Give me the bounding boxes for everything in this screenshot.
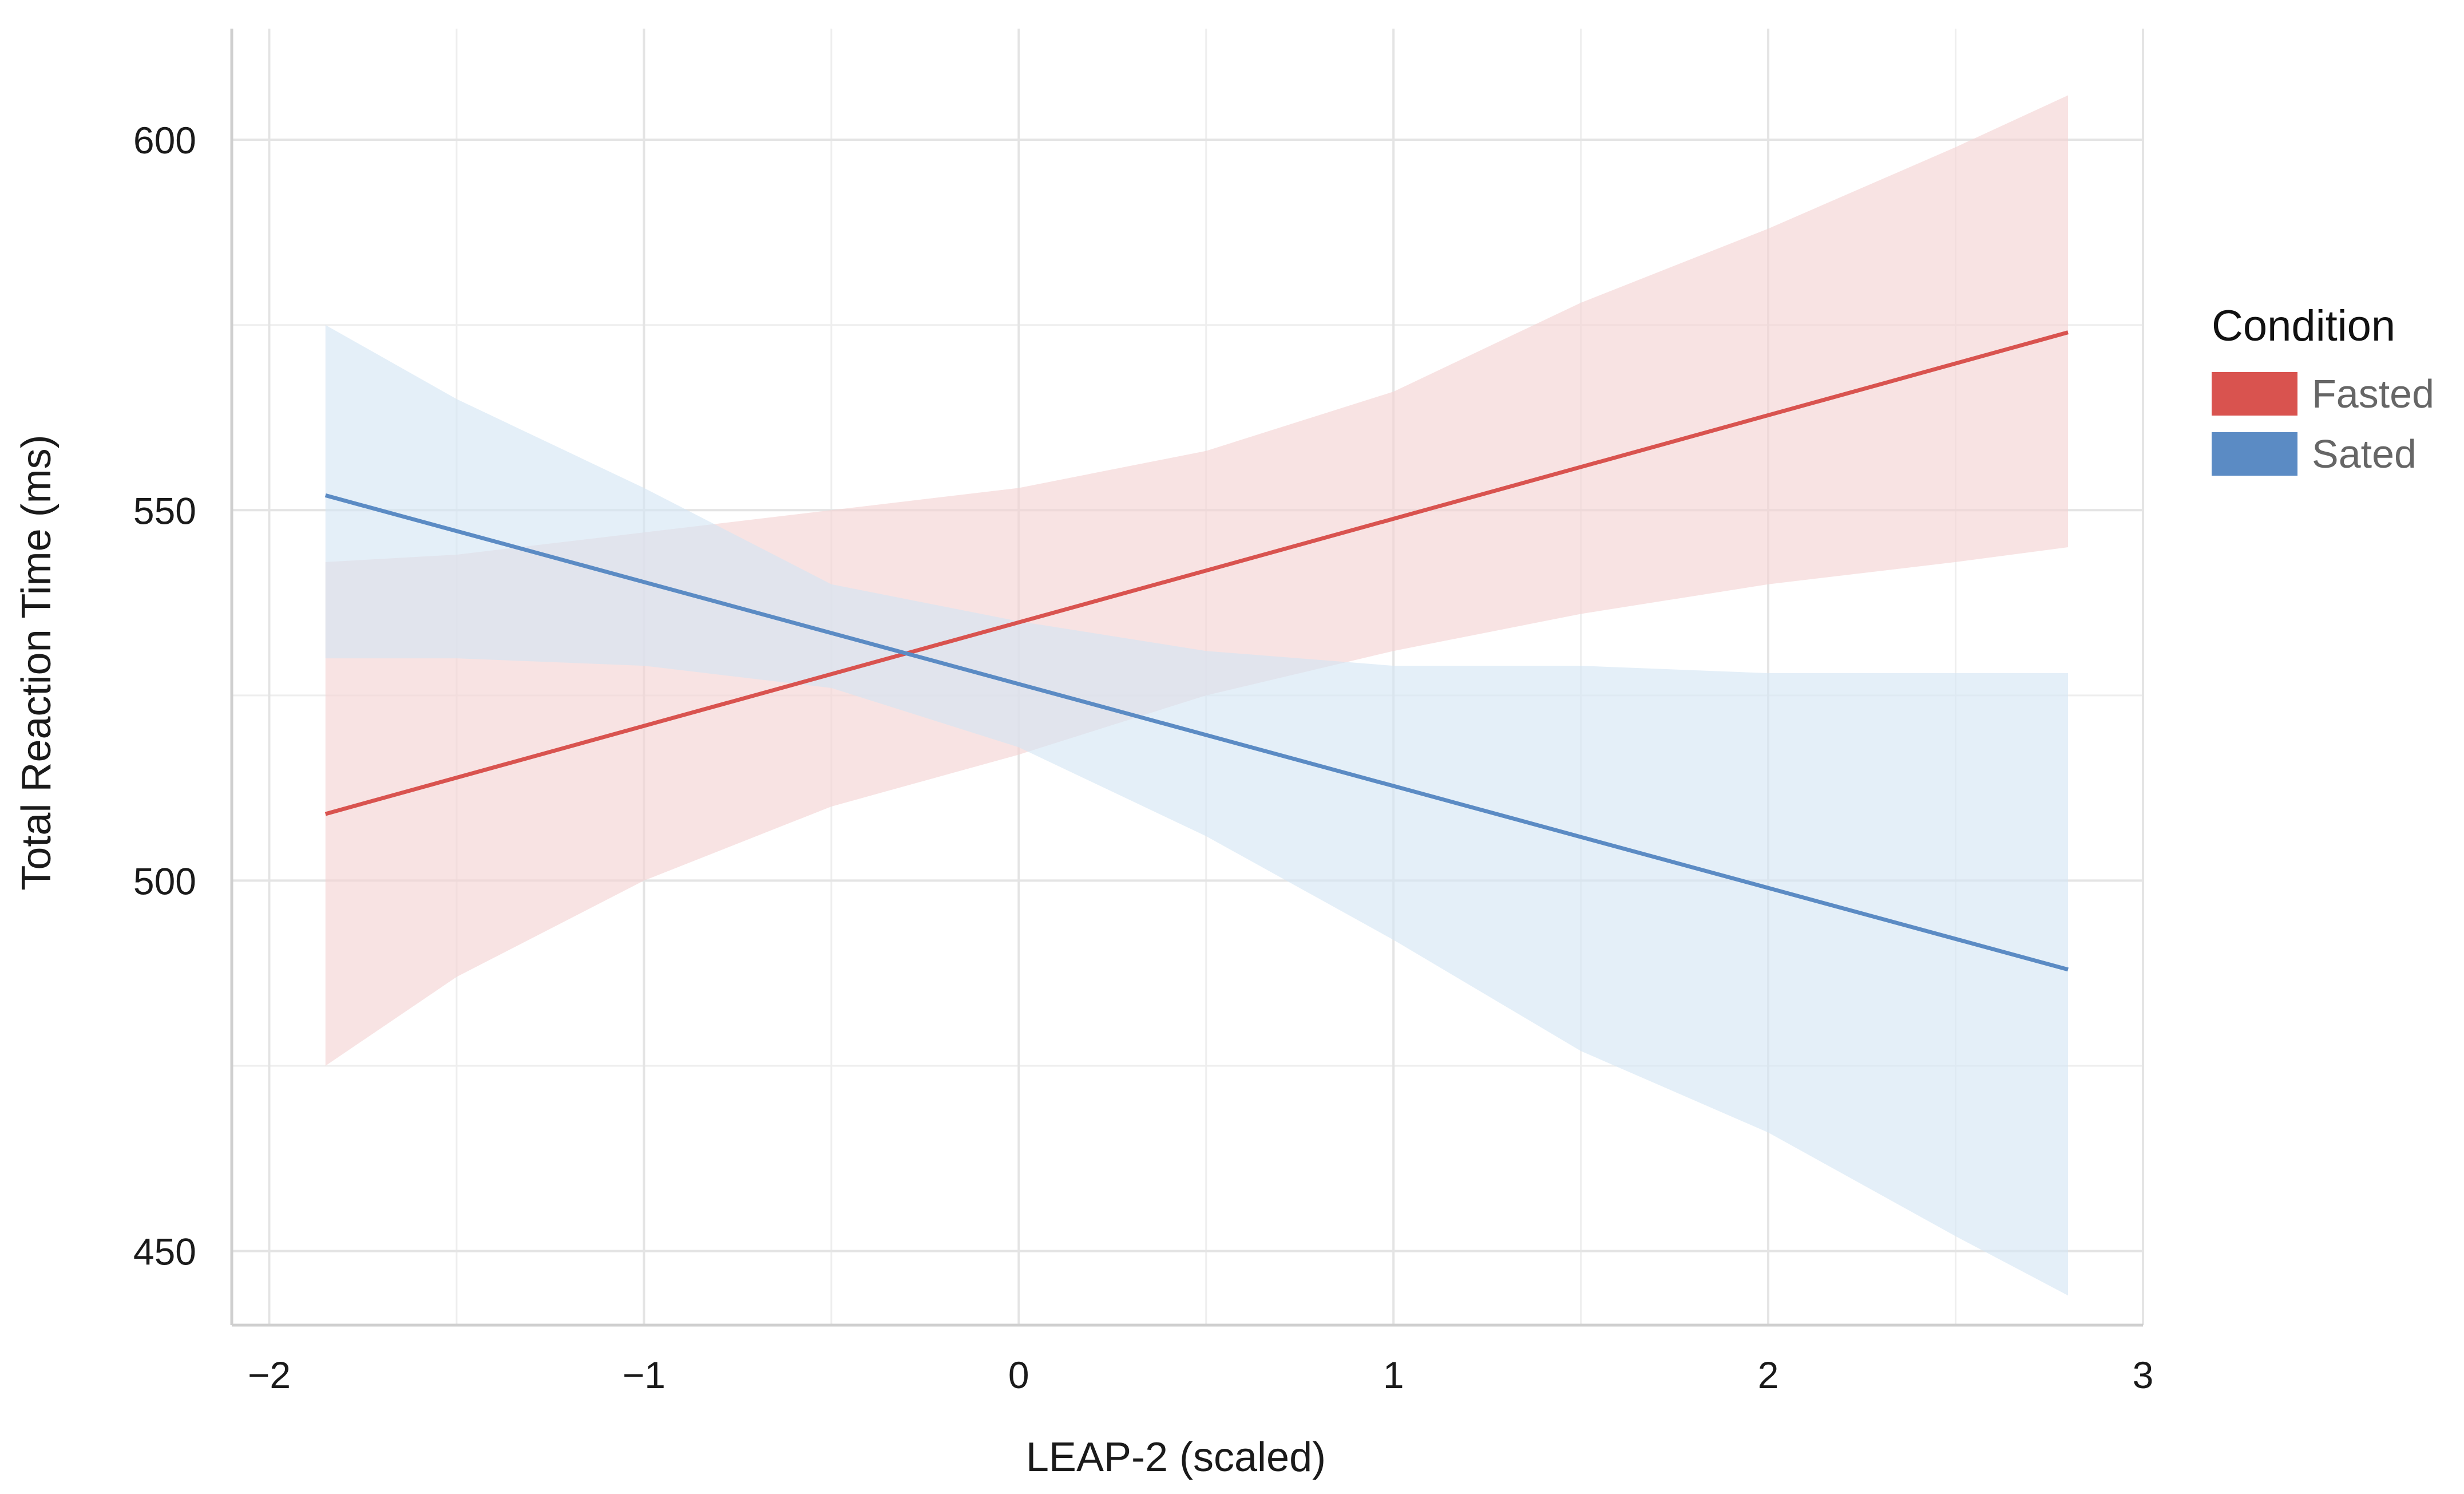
x-tick-label: 0 xyxy=(1008,1354,1029,1396)
y-tick-label: 600 xyxy=(133,119,196,161)
x-tick-label: 3 xyxy=(2133,1354,2154,1396)
regression-lines xyxy=(324,330,2069,972)
y-tick-label: 500 xyxy=(133,860,196,902)
confidence-bands xyxy=(325,95,2069,1296)
legend-label-fasted: Fasted xyxy=(2312,371,2434,416)
legend: Condition Fasted Sated xyxy=(2212,302,2434,476)
y-axis-title: Total Reaction Time (ms) xyxy=(14,434,60,890)
x-tick-label: −1 xyxy=(623,1354,665,1396)
y-tick-label: 450 xyxy=(133,1231,196,1273)
y-tick-label: 550 xyxy=(133,489,196,532)
band-fasted xyxy=(325,95,2069,1066)
line-fasted xyxy=(324,330,2069,816)
band-sated xyxy=(325,325,2069,1296)
legend-label-sated: Sated xyxy=(2312,432,2417,476)
legend-swatch-fasted xyxy=(2212,372,2297,416)
x-axis-title: LEAP-2 (scaled) xyxy=(1026,1434,1326,1480)
x-tick-label: 2 xyxy=(1758,1354,1779,1396)
x-tick-label: −2 xyxy=(248,1354,291,1396)
x-tick-label: 1 xyxy=(1383,1354,1404,1396)
legend-title: Condition xyxy=(2212,302,2395,350)
line-sated xyxy=(324,493,2069,972)
axes: −2 −1 0 1 2 3 450 500 550 600 LEAP-2 (scaled) Total… xyxy=(14,29,2153,1480)
legend-swatch-sated xyxy=(2212,432,2297,476)
